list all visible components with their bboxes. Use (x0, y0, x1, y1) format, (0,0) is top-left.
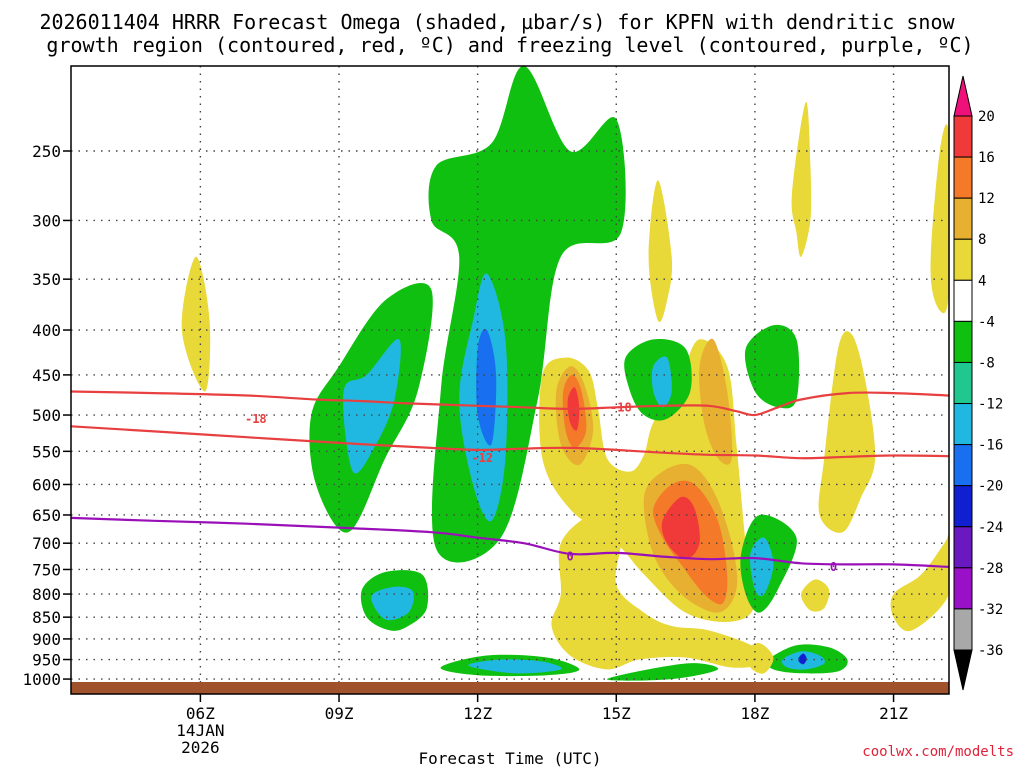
plot-frame (70, 65, 950, 695)
omega-region-0 (181, 256, 211, 392)
colorbar-label-3: 8 (978, 232, 986, 248)
y-tick-label-400: 400 (32, 321, 61, 340)
y-tick-label-450: 450 (32, 366, 61, 385)
contour-line-2 (71, 516, 949, 568)
omega-region-3 (476, 328, 497, 446)
y-tick-label-550: 550 (32, 442, 61, 461)
colorbar-cell-8 (953, 403, 973, 446)
colorbar-cell-5 (953, 279, 973, 322)
x-tick-label-15Z: 15Z (602, 704, 631, 723)
credit-text: coolwx.com/modelts (862, 744, 1014, 760)
colorbar-label-8: -16 (978, 438, 1003, 454)
y-tick-label-800: 800 (32, 585, 61, 604)
x-tick-label-09Z: 09Z (325, 704, 354, 723)
temperature-contours: -18 -18 -12 0 0 (71, 390, 949, 574)
y-tick-label-1000: 1000 (22, 670, 61, 689)
omega-region-27 (744, 324, 800, 409)
y-tick-label-900: 900 (32, 630, 61, 649)
colorbar-cell-4 (953, 238, 973, 281)
y-tick-label-500: 500 (32, 406, 61, 425)
colorbar-label-13: -36 (978, 643, 1003, 659)
omega-region-33 (890, 534, 949, 632)
ground-surface (71, 682, 949, 694)
date-label-1: 2026 (181, 738, 220, 757)
colorbar-bottom-arrow (953, 649, 973, 691)
x-tick-label-21Z: 21Z (879, 704, 908, 723)
omega-region-31 (801, 579, 830, 612)
contour-label-0-0: -18 (245, 412, 267, 426)
chart-title-line2: growth region (contoured, red, ºC) and f… (46, 33, 973, 57)
date-label-0: 14JAN (176, 721, 224, 740)
omega-region-34 (745, 642, 774, 674)
y-tick-label-600: 600 (32, 475, 61, 494)
colorbar-label-7: -12 (978, 397, 1003, 413)
colorbar-label-6: -8 (978, 355, 995, 371)
y-tick-label-250: 250 (32, 142, 61, 161)
contour-line-1 (71, 425, 949, 460)
x-tick-label-18Z: 18Z (740, 704, 769, 723)
chart-title-line1: 2026011404 HRRR Forecast Omega (shaded, … (39, 10, 955, 34)
x-axis-label: Forecast Time (UTC) (418, 749, 601, 768)
x-tick-label-06Z: 06Z (186, 704, 215, 723)
colorbar-cell-13 (953, 608, 973, 651)
y-tick-label-950: 950 (32, 651, 61, 670)
omega-region-5 (343, 339, 401, 474)
omega-region-9 (468, 659, 562, 674)
contour-label-2-1: 0 (830, 560, 837, 574)
colorbar-legend: 20 16 12 8 4 -4 -8 -12 -16 -20 -24 -28 -32 -36 (953, 75, 1003, 691)
colorbar-cell-12 (953, 567, 973, 610)
colorbar-cell-10 (953, 485, 973, 528)
omega-region-32 (930, 124, 949, 314)
contour-label-2-0: 0 (566, 550, 573, 564)
colorbar-label-1: 16 (978, 150, 995, 166)
omega-region-30 (648, 180, 673, 323)
contour-label-1-0: -12 (471, 451, 493, 465)
omega-region-15 (699, 338, 733, 465)
x-tick-label-12Z: 12Z (463, 704, 492, 723)
colorbar-cell-7 (953, 361, 973, 405)
y-tick-label-300: 300 (32, 211, 61, 230)
y-tick-label-700: 700 (32, 534, 61, 553)
omega-region-28 (818, 331, 876, 533)
omega-region-7 (371, 586, 414, 621)
omega-region-23 (749, 537, 774, 597)
colorbar-cell-6 (953, 320, 973, 363)
y-tick-label-350: 350 (32, 270, 61, 289)
colorbar-label-5: -4 (978, 314, 995, 330)
y-axis: 250 300 350 400 450 500 550 600 650 700 750 800 850 9… (22, 142, 71, 689)
colorbar-label-9: -20 (978, 479, 1003, 495)
y-tick-label-750: 750 (32, 560, 61, 579)
colorbar-cell-9 (953, 444, 973, 487)
colorbar-cell-11 (953, 526, 973, 569)
colorbar-top-arrow (953, 75, 973, 117)
omega-region-21 (651, 356, 672, 408)
omega-shading (181, 66, 949, 681)
colorbar-cell-1 (953, 115, 973, 158)
omega-region-10 (606, 663, 719, 681)
y-tick-label-850: 850 (32, 608, 61, 627)
colorbar-label-0: 20 (978, 109, 995, 125)
colorbar-cell-2 (953, 156, 973, 199)
omega-region-26 (798, 653, 807, 665)
colorbar-label-2: 12 (978, 191, 995, 207)
contour-label-0-1: -18 (610, 400, 632, 414)
y-tick-label-650: 650 (32, 506, 61, 525)
colorbar-label-12: -32 (978, 602, 1003, 618)
colorbar-label-4: 4 (978, 273, 986, 289)
omega-region-29 (791, 101, 812, 257)
colorbar-cell-3 (953, 197, 973, 240)
colorbar-label-11: -28 (978, 561, 1003, 577)
contour-line-0 (71, 390, 949, 417)
colorbar-label-10: -24 (978, 520, 1003, 536)
